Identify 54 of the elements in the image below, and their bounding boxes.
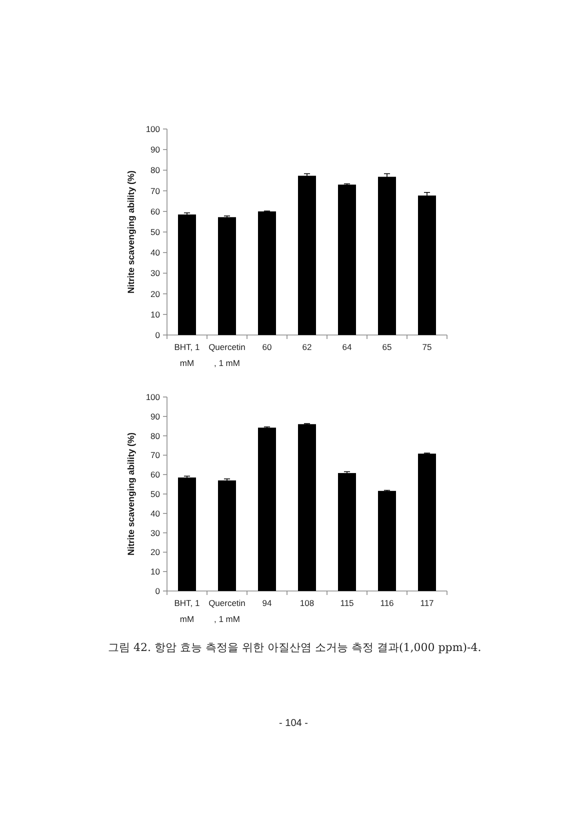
- bar: [178, 214, 196, 335]
- y-tick-label: 40: [150, 508, 160, 518]
- caption: 그림 42. 항암 효능 측정을 위한 아질산염 소거능 측정 결과(1,000 ppm)-4.: [108, 640, 482, 656]
- bar: [338, 184, 356, 335]
- y-tick-label: 60: [150, 206, 160, 216]
- y-tick-label: 20: [150, 288, 160, 299]
- y-tick-label: 50: [150, 489, 160, 499]
- y-tick-label: 70: [150, 450, 160, 460]
- x-tick-label: BHT, 1 mM: [174, 598, 200, 624]
- bar: [178, 478, 196, 591]
- x-tick-label: 115: [340, 598, 354, 608]
- y-tick-label: 70: [150, 186, 160, 196]
- bar: [298, 176, 316, 335]
- y-tick-label: 10: [150, 309, 160, 320]
- x-tick-label: 117: [420, 598, 434, 608]
- bar: [218, 217, 236, 335]
- x-tick-label: 94: [262, 598, 272, 608]
- y-tick-label: 10: [150, 566, 160, 577]
- bar: [418, 196, 436, 335]
- x-tick-label: 65: [382, 342, 392, 352]
- x-tick-label: BHT, 1 mM: [174, 342, 200, 368]
- y-tick-label: 30: [150, 528, 160, 538]
- bar: [298, 424, 316, 591]
- x-tick-label: 60: [262, 342, 272, 352]
- bar: [218, 480, 236, 591]
- y-tick-label: 0: [155, 330, 160, 340]
- bar: [258, 211, 276, 335]
- y-tick-label: 40: [150, 248, 160, 258]
- x-tick-label: 62: [302, 342, 312, 352]
- bar: [258, 428, 276, 591]
- x-tick-label: Quercetin , 1 mM: [208, 342, 246, 368]
- y-axis-title: Nitrite scavenging ability (%): [126, 432, 136, 556]
- bar: [418, 454, 436, 591]
- y-tick-label: 20: [150, 547, 160, 558]
- y-tick-label: 80: [150, 165, 160, 176]
- x-tick-label: 108: [300, 598, 314, 608]
- x-tick-label: 64: [342, 342, 352, 352]
- text: - 104 -: [278, 718, 309, 729]
- y-tick-label: 90: [150, 411, 160, 422]
- bar: [338, 473, 356, 591]
- x-tick-label: 116: [380, 598, 394, 608]
- y-axis-title: Nitrite scavenging ability (%): [126, 170, 136, 294]
- x-tick-label: 75: [422, 342, 432, 352]
- y-tick-label: 60: [150, 470, 160, 480]
- bar: [378, 176, 396, 335]
- y-tick-label: 50: [150, 227, 160, 237]
- y-tick-label: 30: [150, 268, 160, 278]
- x-tick-label: Quercetin , 1 mM: [208, 598, 246, 624]
- y-tick-label: 100: [146, 124, 160, 134]
- y-tick-label: 90: [150, 144, 160, 155]
- bar: [378, 490, 396, 591]
- y-tick-label: 100: [146, 392, 160, 402]
- y-tick-label: 0: [155, 586, 160, 596]
- y-tick-label: 80: [150, 430, 160, 441]
